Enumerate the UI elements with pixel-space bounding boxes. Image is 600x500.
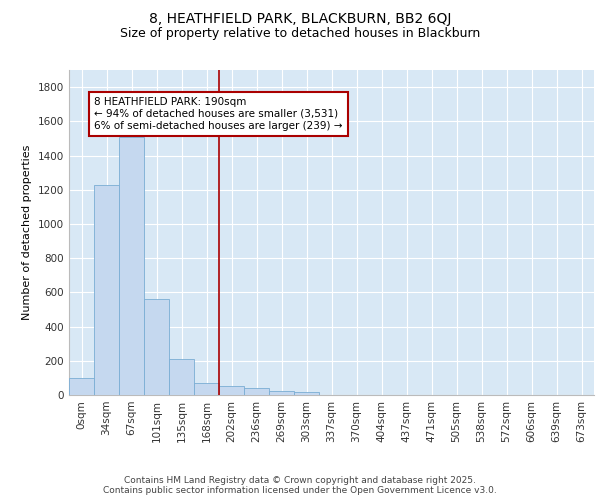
Bar [194, 383, 219, 395]
Text: 8 HEATHFIELD PARK: 190sqm
← 94% of detached houses are smaller (3,531)
6% of sem: 8 HEATHFIELD PARK: 190sqm ← 94% of detac… [94, 98, 343, 130]
Text: 8, HEATHFIELD PARK, BLACKBURN, BB2 6QJ: 8, HEATHFIELD PARK, BLACKBURN, BB2 6QJ [149, 12, 451, 26]
Bar [119, 136, 144, 395]
Bar [94, 184, 119, 395]
Y-axis label: Number of detached properties: Number of detached properties [22, 145, 32, 320]
Bar [169, 359, 194, 395]
Text: Contains HM Land Registry data © Crown copyright and database right 2025.
Contai: Contains HM Land Registry data © Crown c… [103, 476, 497, 495]
Bar [144, 299, 169, 395]
Bar [69, 378, 94, 395]
Bar [219, 386, 244, 395]
Bar [269, 390, 294, 395]
Bar [244, 388, 269, 395]
Bar [294, 392, 319, 395]
Text: Size of property relative to detached houses in Blackburn: Size of property relative to detached ho… [120, 28, 480, 40]
